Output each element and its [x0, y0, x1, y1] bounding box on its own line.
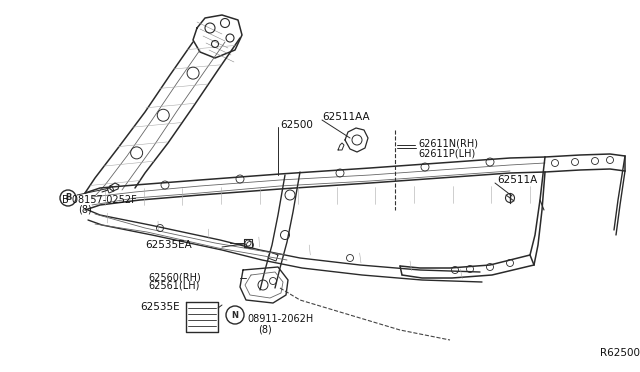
Text: 62511A: 62511A [497, 175, 537, 185]
Text: 08911-2062H: 08911-2062H [247, 314, 313, 324]
Text: 62611N(RH): 62611N(RH) [418, 138, 478, 148]
Text: 62511AA: 62511AA [322, 112, 370, 122]
Text: 62561(LH): 62561(LH) [148, 281, 200, 291]
Text: B: B [65, 193, 71, 202]
Text: 62500: 62500 [280, 120, 313, 130]
Text: 62535EA: 62535EA [145, 240, 192, 250]
Text: 62535E: 62535E [140, 302, 180, 312]
Text: N: N [232, 311, 239, 320]
Text: R625000V: R625000V [600, 348, 640, 358]
Text: 62560(RH): 62560(RH) [148, 272, 201, 282]
Text: (8): (8) [78, 205, 92, 215]
Text: (8): (8) [258, 324, 272, 334]
Text: B 08157-0252F: B 08157-0252F [62, 195, 137, 205]
Text: 62611P(LH): 62611P(LH) [418, 148, 476, 158]
